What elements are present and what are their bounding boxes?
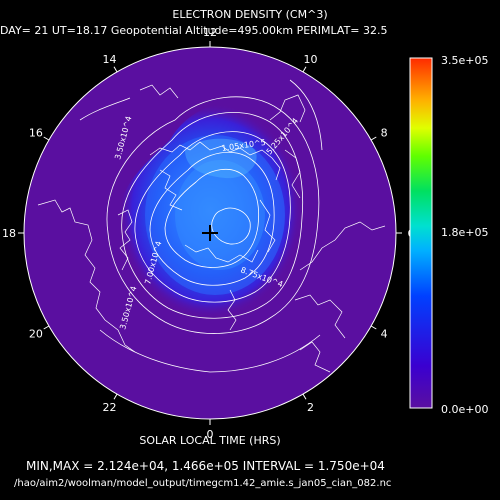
x-axis-label: SOLAR LOCAL TIME (HRS) [139,434,281,447]
local-time-label: 4 [381,328,388,341]
coastline [269,94,306,123]
local-time-tick [370,136,377,141]
local-time-label: 12 [203,26,217,39]
local-time-label: 22 [103,401,117,414]
file-path: /hao/aim2/woolman/model_output/timegcm1.… [14,478,392,489]
coastline [149,141,281,181]
colorbar-label-min: 0.0e+00 [441,403,489,416]
colorbar-label-max: 3.5e+05 [441,54,489,67]
local-time-label: 2 [307,401,314,414]
local-time-label: 0 [207,428,214,441]
local-time-tick [370,325,377,330]
local-time-tick [113,393,118,400]
minmax-readout: MIN,MAX = 2.124e+04, 1.466e+05 INTERVAL … [26,459,385,473]
coastline [299,221,386,271]
local-time-label: 20 [29,328,43,341]
coastline [117,209,133,271]
colorbar-label-mid: 1.8e+05 [441,226,489,239]
coastline [37,199,136,353]
contour-line [211,207,251,245]
chart-title: ELECTRON DENSITY (CM^3) [172,8,328,21]
contour-line [99,329,321,373]
coastline [139,84,179,99]
contour-line [149,151,275,286]
local-time-label: 18 [2,227,16,240]
coastline [294,294,346,339]
local-time-tick [302,393,307,400]
local-time-tick [302,66,307,73]
pole-marker [202,225,218,241]
contour-line [121,111,303,319]
local-time-label: 16 [29,127,43,140]
local-time-label: 8 [381,127,388,140]
coastline [299,341,331,373]
local-time-label: 10 [304,53,318,66]
contour-line [289,79,323,151]
chart-subtitle: DAY= 21 UT=18.17 Geopotential Altitude=4… [0,24,388,37]
local-time-label: 14 [103,53,117,66]
coastline [184,244,259,263]
contour-line [79,97,131,121]
coastline [227,289,237,331]
contour-line [106,96,320,334]
coastline [259,199,276,253]
contour-line [134,131,291,303]
local-time-tick [43,325,50,330]
coastline [159,169,183,211]
local-time-tick [43,136,50,141]
coastline [284,149,301,199]
colorbar [409,57,433,409]
local-time-tick [113,66,118,73]
contour-line [164,168,260,268]
